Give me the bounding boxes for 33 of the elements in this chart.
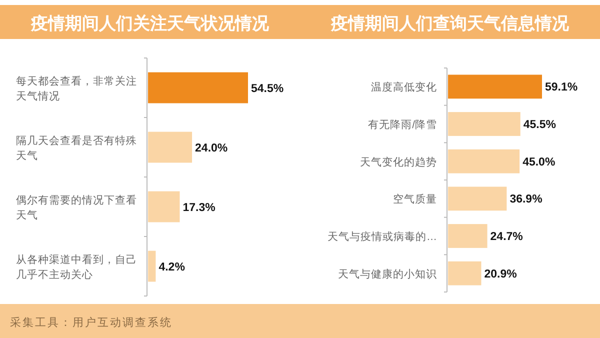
y-tick-label: 有无降雨/降雪 [368,119,437,131]
chart-title: 疫情期间人们查询天气信息情况 [330,14,570,33]
data-label: 20.9% [484,268,517,280]
data-label: 36.9% [510,194,542,206]
y-tick-label: 从各种渠道中看到，自己几乎不主动关心 [16,252,137,281]
bar [448,74,542,99]
data-label: 45.5% [523,119,556,131]
data-label: 17.3% [182,202,216,214]
data-label: 59.1% [545,82,578,94]
y-tick-label: 天气与疫情或病毒的… [328,230,437,243]
bar [448,224,488,248]
bar [148,132,192,163]
bar [148,250,156,282]
data-label: 24.0% [195,142,228,154]
data-label: 45.0% [522,156,556,168]
bar [148,72,248,104]
chart-title: 疫情期间人们关注天气状况情况 [30,14,270,33]
y-tick-label: 空气质量 [393,192,437,206]
bar [148,191,180,222]
bar [448,112,520,136]
data-label: 24.7% [490,231,523,243]
bar [448,149,520,174]
y-tick-label: 隔几天会查看是否有特殊天气 [16,134,137,162]
data-label: 54.5% [251,82,284,95]
y-tick-label: 天气变化的趋势 [360,155,437,168]
bar [448,186,507,211]
y-tick-label: 温度高低变化 [371,80,437,94]
text: 采集工具：用户互动调查系统 [10,316,172,329]
y-tick-label: 偶尔有需要的情况下查看天气 [16,193,137,222]
y-tick-label: 天气与健康的小知识 [338,267,437,280]
bar [448,261,482,286]
y-tick-label: 每天都会查看，非常关注天气情况 [16,74,137,102]
data-label: 4.2% [158,261,185,274]
